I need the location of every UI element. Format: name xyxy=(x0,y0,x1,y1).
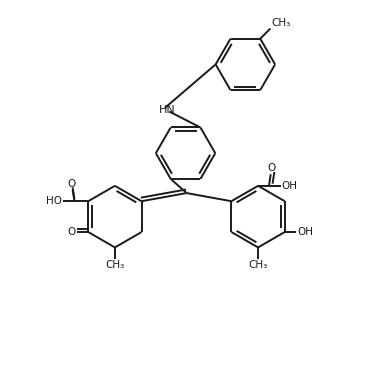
Text: OH: OH xyxy=(297,227,313,237)
Text: CH₃: CH₃ xyxy=(105,260,125,270)
Text: O: O xyxy=(68,227,76,237)
Text: HN: HN xyxy=(159,105,175,115)
Text: CH₃: CH₃ xyxy=(248,260,268,270)
Text: HO: HO xyxy=(46,196,62,206)
Text: OH: OH xyxy=(281,181,297,191)
Text: O: O xyxy=(68,178,76,188)
Text: O: O xyxy=(268,163,276,173)
Text: CH₃: CH₃ xyxy=(271,18,290,28)
